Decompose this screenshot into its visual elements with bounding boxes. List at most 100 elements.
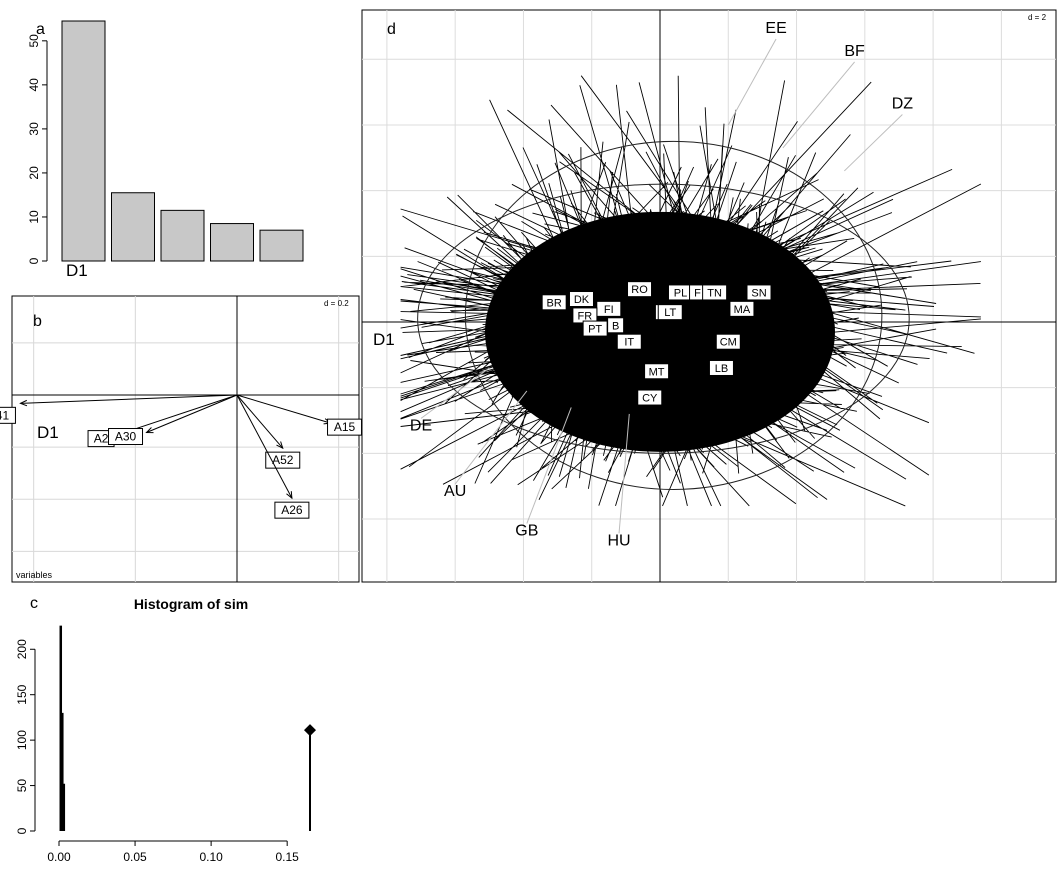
panel-b-arrow <box>236 394 284 449</box>
panel-b-label-box <box>274 501 310 519</box>
panel-d-leader-line <box>526 407 572 524</box>
panel-c-observed-marker <box>304 724 316 737</box>
panel-d-outer-label: AU <box>444 483 466 500</box>
panel-d-group-label: LB <box>715 363 728 375</box>
panel-b-arrow-head <box>145 427 154 434</box>
panel-b-arrow-label: A30 <box>115 430 137 444</box>
panel-c-x-tick-label: 0.15 <box>276 850 300 864</box>
panel-b-grid <box>12 296 359 582</box>
panel-d-label-box <box>702 284 728 301</box>
panel-d-group-label: SN <box>751 287 766 299</box>
panel-d-leader-line <box>727 38 777 126</box>
panel-b-axes <box>12 296 359 582</box>
panel-d-label-box <box>627 281 653 298</box>
panel-d-dense-core <box>485 211 835 452</box>
panel-d-ellipse-inner <box>464 140 883 490</box>
panel-a-y-tick-label: 20 <box>27 166 41 180</box>
panel-c-y-tick-label: 100 <box>15 730 29 750</box>
panel-a-bar <box>111 192 155 262</box>
panel-d-group-label: DK <box>574 294 590 306</box>
panel-c-bar <box>62 783 66 831</box>
panel-d-outer-label: HU <box>607 532 630 549</box>
panel-b-arrow-label: A52 <box>272 453 294 467</box>
panel-b-arrow <box>117 394 238 436</box>
panel-a-screeplot: a 0 10 20 30 40 50 D1 <box>27 20 304 280</box>
panel-d-group-label: MA <box>734 304 751 316</box>
panel-d-group-label: CY <box>642 393 658 405</box>
panel-b-arrow-label: A41 <box>0 408 9 422</box>
panel-a-bar <box>61 20 106 262</box>
panel-c-x-tick-label: 0.10 <box>199 850 223 864</box>
panel-d-label-box <box>746 284 772 301</box>
panel-d-group-label: PL <box>674 287 687 299</box>
panel-d-outer-label: BF <box>844 43 865 60</box>
panel-b-label-box <box>0 406 16 424</box>
panel-c-bar <box>59 625 63 831</box>
panel-d-group-label: BR <box>547 297 562 309</box>
panel-d-ellipse-outer <box>417 183 910 454</box>
panel-d-label-box <box>708 359 734 376</box>
panel-a-y-tick-label: 30 <box>27 122 41 136</box>
panel-c-x-tick-label: 0.05 <box>123 850 147 864</box>
panel-a-bar <box>160 209 205 262</box>
panel-d-label-box <box>637 389 663 406</box>
panel-d-label-box <box>541 294 567 311</box>
panel-d-group-label: FR <box>578 310 593 322</box>
panel-b-arrow-head <box>286 491 293 500</box>
panel-d-scale: d = 2 <box>1028 13 1047 22</box>
panel-d-group-label: B <box>612 320 619 332</box>
panel-d-label-box <box>729 300 755 317</box>
panel-b-arrow <box>236 394 293 499</box>
panel-d-outer-label: DZ <box>892 96 914 113</box>
panel-d-axis-label: D1 <box>373 330 395 349</box>
panel-a-y-tick-label: 0 <box>27 257 41 264</box>
panel-b-corner-label: variables <box>16 570 53 580</box>
panel-b-axis-label: D1 <box>37 423 59 442</box>
panel-b-arrow-head <box>19 399 28 407</box>
panel-d-leader-line <box>454 390 528 485</box>
panel-d-label-box <box>715 333 741 350</box>
panel-d-leader-line <box>782 61 855 149</box>
panel-d-ellipses <box>417 140 910 490</box>
panel-d-group-label: RO <box>631 284 648 296</box>
panel-a-y-axis: 0 10 20 30 40 50 <box>27 34 48 264</box>
panel-b-frame <box>11 295 360 583</box>
panel-d-group-label: MT <box>649 366 665 378</box>
panel-d-label-box <box>568 291 594 308</box>
panel-a-bar <box>259 229 304 262</box>
panel-c-y-tick-label: 0 <box>15 827 29 834</box>
panel-b-arrow-label: A26 <box>281 503 303 517</box>
panel-b-scale: d = 0.2 <box>324 299 349 308</box>
panel-d-label-box <box>644 363 670 380</box>
panel-d-label-box <box>657 304 683 321</box>
panel-b-label-box <box>108 428 144 446</box>
panel-d-leader-line <box>843 114 903 172</box>
panel-d-letter: d <box>387 21 396 38</box>
panel-b-arrow-label: A2 <box>94 432 109 446</box>
panel-b-arrow <box>236 394 331 424</box>
panel-b-letter: b <box>33 313 42 330</box>
panel-b-arrow <box>20 394 238 404</box>
panel-c-letter: c <box>30 595 38 612</box>
panel-d-group-label: F <box>694 287 701 299</box>
panel-c-title: Histogram of sim <box>134 596 248 612</box>
panel-b-arrow <box>146 394 238 433</box>
panel-d-outer-label: GB <box>515 522 538 539</box>
panel-c-bar <box>61 712 64 831</box>
panel-d-group-label: TN <box>707 287 722 299</box>
panel-c-y-tick-label: 50 <box>15 779 29 793</box>
panel-a-y-tick-label: 50 <box>27 34 41 48</box>
panel-d-leader-line <box>618 413 630 534</box>
panel-d-group-label: FI <box>604 304 614 316</box>
panel-d-group-label: IT <box>624 337 634 349</box>
panel-b-arrow-label: A15 <box>334 420 356 434</box>
panel-b-arrow-head <box>276 441 284 450</box>
panel-d-outer-label: EE <box>765 20 786 37</box>
panel-d-outer-label: DE <box>410 417 432 434</box>
panel-d-group-label: LT <box>664 307 676 319</box>
panel-a-bar <box>210 223 254 262</box>
panel-d-label-box <box>616 333 642 350</box>
